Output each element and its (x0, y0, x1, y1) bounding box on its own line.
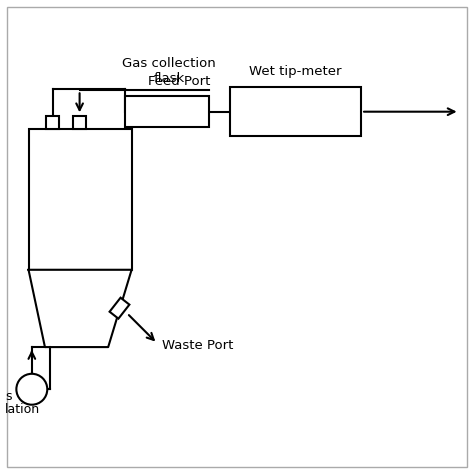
Circle shape (17, 374, 47, 405)
Polygon shape (28, 270, 132, 347)
Bar (125, 97, 209, 127)
Text: Wet tip-meter: Wet tip-meter (249, 65, 342, 78)
Bar (28, 129, 132, 270)
Text: Gas collection
flask: Gas collection flask (122, 57, 216, 85)
Bar (109, 298, 129, 319)
Text: Feed Port: Feed Port (148, 75, 210, 88)
Text: s: s (5, 390, 12, 403)
Text: lation: lation (5, 403, 40, 416)
Bar (46, 116, 59, 129)
Bar (230, 87, 361, 137)
Text: Waste Port: Waste Port (162, 339, 233, 352)
Bar (73, 116, 86, 129)
